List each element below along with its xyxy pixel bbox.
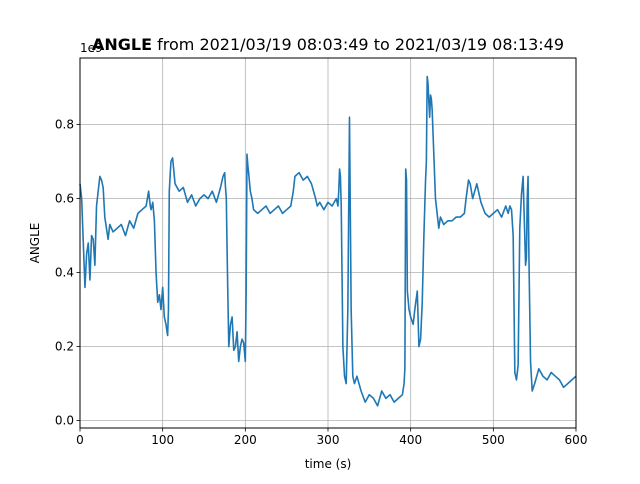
grid [79,58,577,428]
series-layer [79,75,577,407]
y-tick-label: 0.4 [55,266,74,280]
y-tick-label: 0.8 [55,118,74,132]
x-axis-ticks: 0 100 200 300 400 500 600 [76,428,587,447]
x-axis-label: time (s) [305,457,352,471]
chart-title: ANGLE from 2021/03/19 08:03:49 to 2021/0… [92,35,564,54]
x-tick-label: 600 [565,433,588,447]
x-tick-label: 300 [317,433,340,447]
y-axis-ticks: 0.0 0.2 0.4 0.6 0.8 [55,118,80,428]
y-tick-label: 0.2 [55,340,74,354]
chart-title-rest: from 2021/03/19 08:03:49 to 2021/03/19 0… [152,35,564,54]
x-tick-label: 0 [76,433,84,447]
x-tick-label: 400 [399,433,422,447]
chart-title-bold: ANGLE [92,35,152,54]
y-tick-label: 0.6 [55,192,74,206]
series-line [79,75,577,407]
y-tick-label: 0.0 [55,414,74,428]
y-axis-label: ANGLE [28,223,42,264]
x-tick-label: 100 [151,433,174,447]
x-tick-label: 500 [482,433,505,447]
y-offset-text: 1e9 [80,41,103,55]
x-tick-label: 200 [234,433,257,447]
